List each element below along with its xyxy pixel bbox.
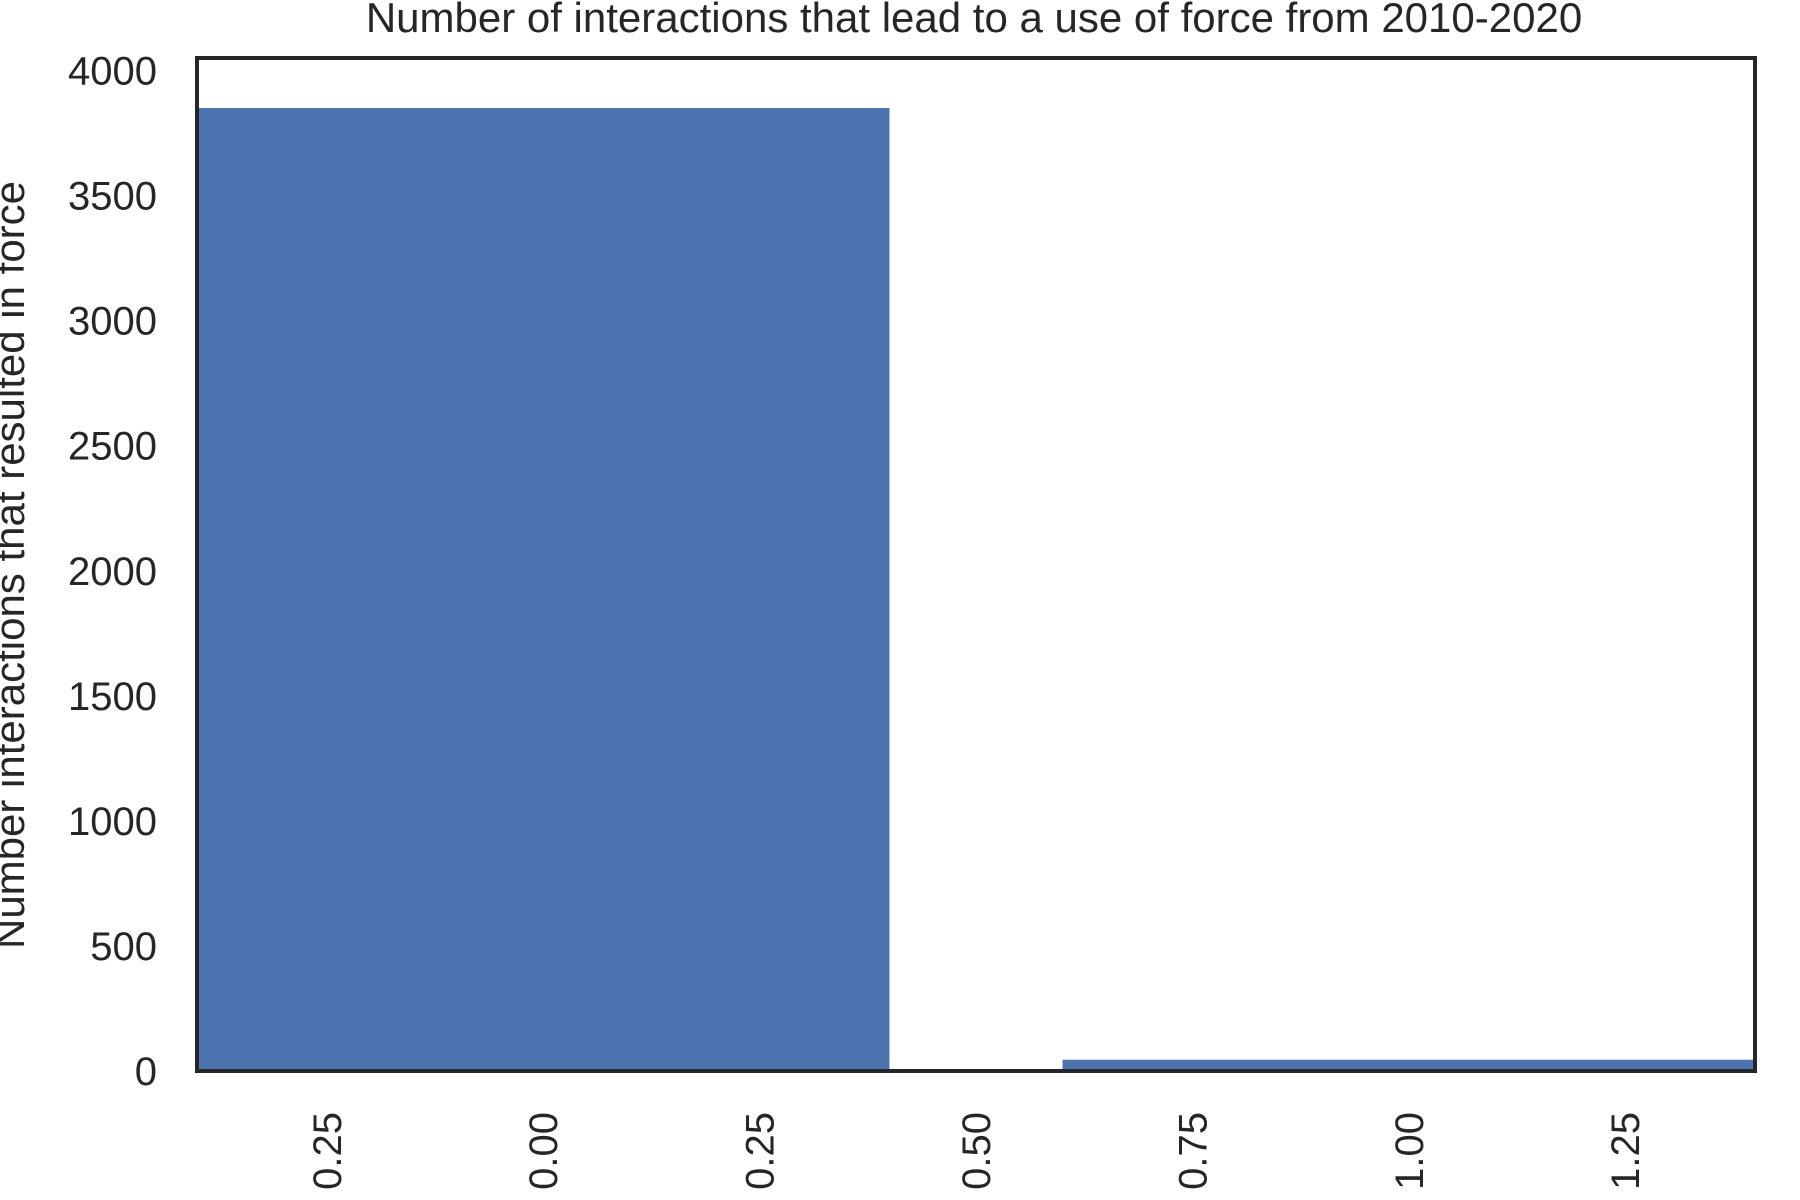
x-tick-label: 1.25	[1604, 1112, 1648, 1190]
y-tick-label: 1000	[68, 800, 157, 844]
bar-1	[1062, 1059, 1755, 1071]
y-tick-label: 3500	[68, 175, 157, 219]
y-tick-label: 3000	[68, 300, 157, 344]
y-tick-label: 0	[135, 1050, 157, 1094]
y-axis-label: Number interactions that resulted in for…	[0, 181, 33, 949]
x-tick-label: 0.50	[955, 1112, 999, 1190]
x-tick-label: 1.00	[1388, 1112, 1432, 1190]
y-tick-label: 1500	[68, 675, 157, 719]
x-tick-labels: 0.25 0.00 0.25 0.50 0.75 1.00 1.25	[306, 1112, 1648, 1190]
chart-title: Number of interactions that lead to a us…	[366, 0, 1582, 41]
x-tick-label: 0.25	[306, 1112, 350, 1190]
x-tick-label: 0.75	[1171, 1112, 1215, 1190]
y-tick-label: 2500	[68, 425, 157, 469]
y-tick-label: 500	[90, 925, 157, 969]
x-tick-label: 0.00	[522, 1112, 566, 1190]
bars-group	[197, 108, 1755, 1072]
plot-frame	[195, 56, 1757, 1073]
bar-0	[197, 108, 890, 1072]
x-tick-label: 0.25	[739, 1112, 783, 1190]
y-tick-label: 4000	[68, 50, 157, 94]
y-tick-label: 2000	[68, 550, 157, 594]
y-tick-labels: 0 500 1000 1500 2000 2500 3000 3500 4000	[68, 50, 157, 1094]
